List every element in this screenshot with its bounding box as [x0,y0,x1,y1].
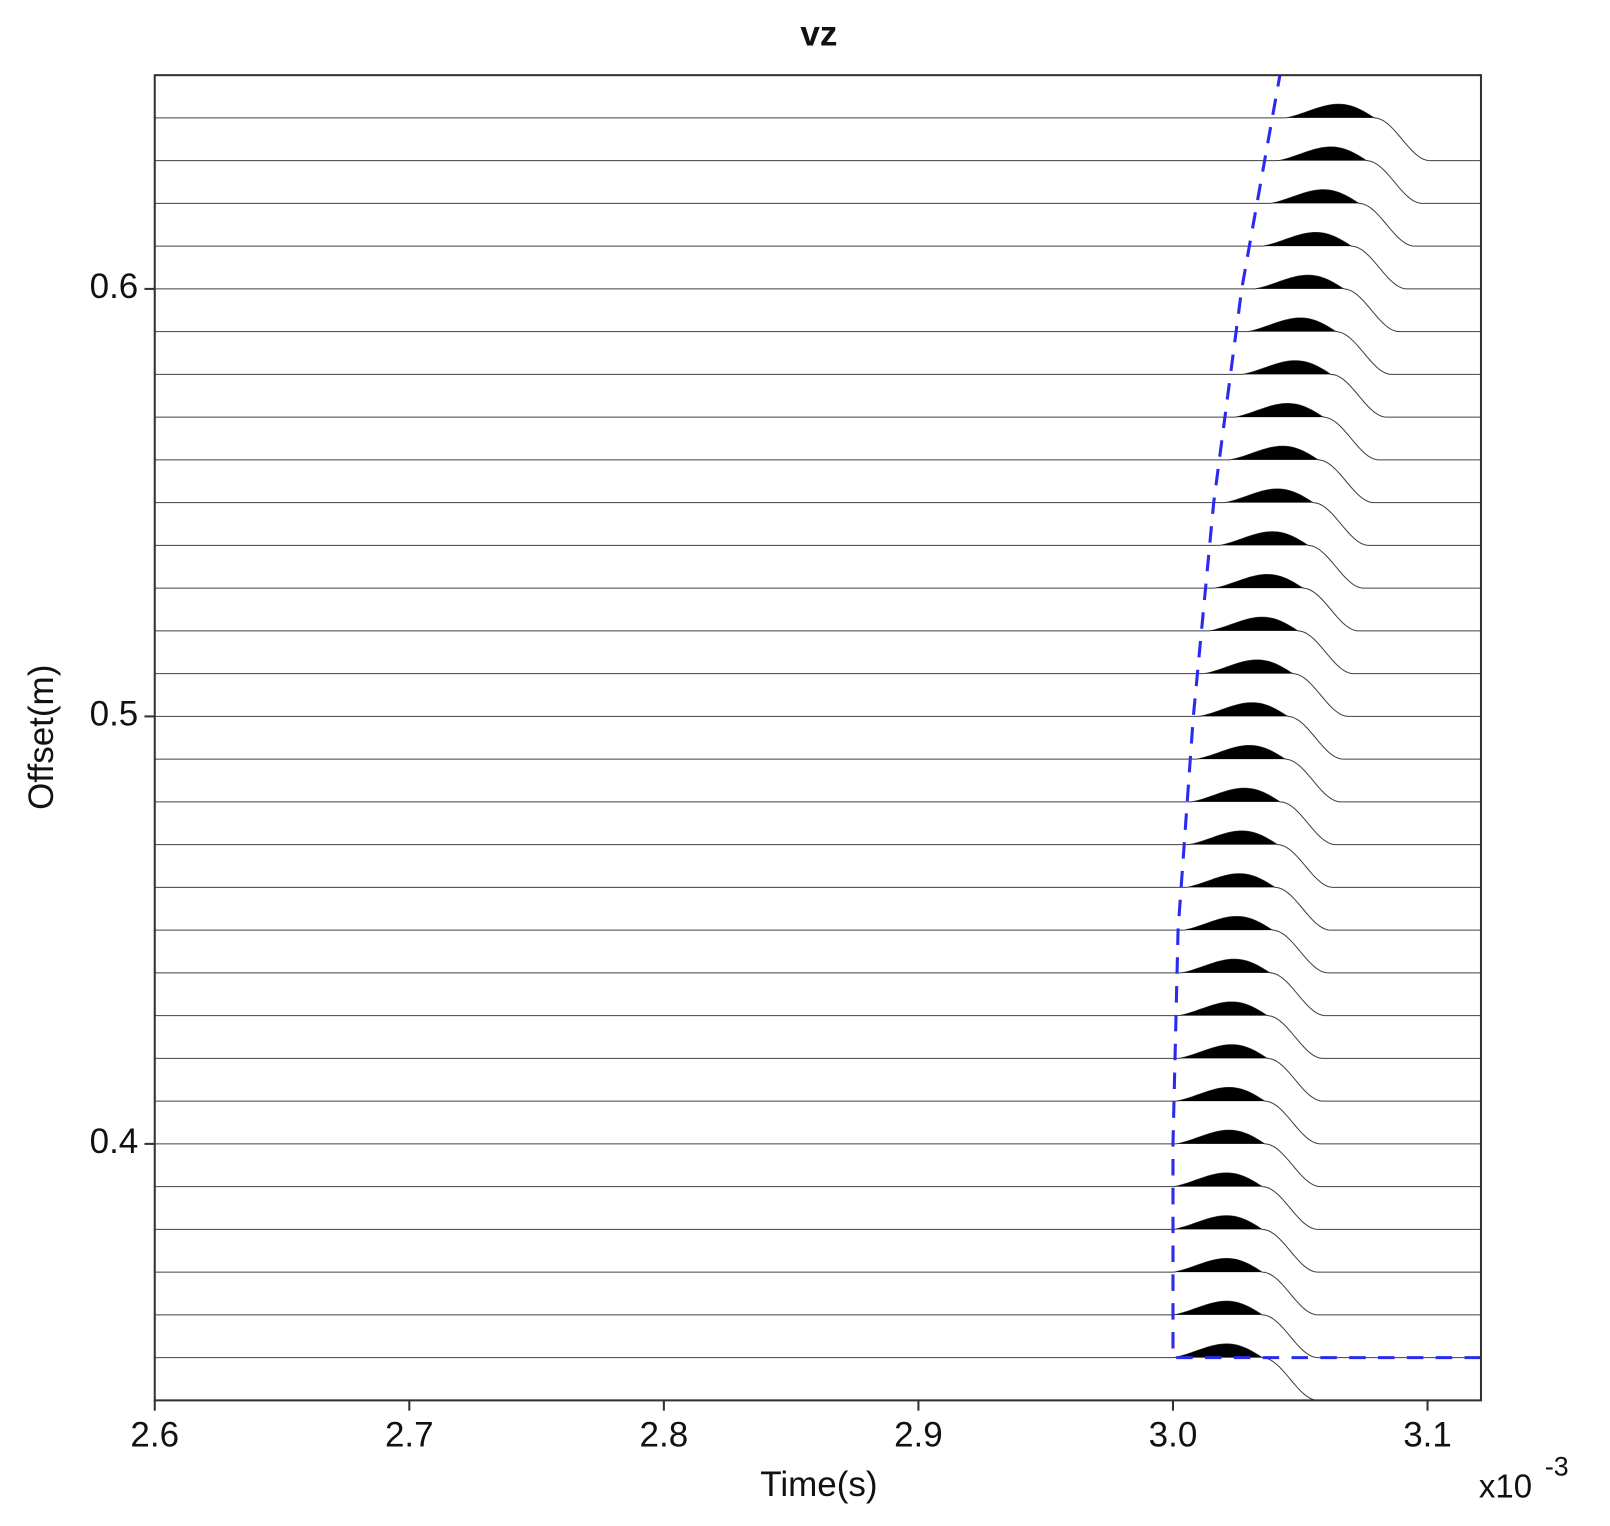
x-tick-label: 3.0 [1149,1416,1198,1455]
wiggle-trace [154,1215,1481,1273]
wiggle-trace [154,231,1481,290]
wiggle-trace [154,1129,1481,1188]
wiggle-fill [154,446,1481,460]
wiggle-trace [154,1086,1481,1145]
wiggle-trace [154,915,1481,974]
x-multiplier: x10 [1479,1468,1532,1505]
wiggle-trace [154,274,1481,333]
wiggle-trace [154,573,1481,632]
wiggle-trace [154,616,1481,675]
wiggle-trace [154,402,1481,461]
wiggle-fill [154,1087,1481,1102]
wiggle-trace [154,1044,1481,1102]
plot-area [154,75,1481,1401]
wiggle-trace [154,1257,1481,1316]
wiggle-trace [154,1300,1481,1359]
wiggle-trace [154,787,1481,846]
wiggle-fill [154,702,1481,717]
wiggle-trace [154,317,1481,375]
wiggle-trace [154,702,1481,760]
wiggle-fill [154,959,1481,973]
wiggle-fill [154,275,1481,289]
wiggle-trace [154,360,1481,418]
wiggle-trace [154,1001,1481,1059]
wiggle-fill [154,232,1481,247]
x-tick-label: 2.8 [640,1416,689,1455]
wiggle-trace [154,146,1481,204]
wiggle-fill [154,189,1481,204]
wiggle-trace [154,958,1481,1017]
chart-title: vz [800,14,837,53]
wiggle-trace [154,1172,1481,1230]
y-tick-label: 0.6 [90,267,139,306]
wiggle-fill [154,531,1481,546]
wiggle-fill [154,488,1481,503]
wiggle-fill [154,916,1481,931]
wiggle-fill [154,1001,1481,1016]
wiggle-fill [154,788,1481,802]
wiggle-fill [154,1343,1481,1358]
x-tick-label: 2.6 [130,1416,179,1455]
wiggle-trace [154,103,1481,162]
wiggle-trace [154,1343,1481,1401]
wiggle-trace [154,744,1481,803]
wiggle-fill [154,1044,1481,1059]
wiggle-fill [154,146,1481,161]
wiggle-trace [154,445,1481,504]
x-exponent: -3 [1545,1451,1569,1481]
y-tick-label: 0.5 [90,695,139,734]
wiggle-trace [154,189,1481,247]
wiggle-trace [154,488,1481,546]
x-tick-label: 2.9 [894,1416,943,1455]
wiggle-trace [154,830,1481,888]
pick-line [1171,75,1481,1360]
wiggle-fill [154,317,1481,332]
x-tick-label: 2.7 [385,1416,434,1455]
x-tick-label: 3.1 [1403,1416,1452,1455]
y-axis-label: Offset(m) [22,665,61,810]
wiggle-fill [154,1215,1481,1230]
wiggle-trace [154,531,1481,589]
wiggle-fill [154,1172,1481,1187]
x-axis-label: Time(s) [760,1465,877,1504]
wiggle-fill [154,830,1481,845]
wiggle-fill [154,1301,1481,1315]
wiggle-fill [154,617,1481,631]
wiggle-fill [154,1258,1481,1273]
y-tick-label: 0.4 [90,1122,139,1161]
wiggle-fill [154,1130,1481,1144]
wiggle-fill [154,104,1481,118]
wiggle-trace [154,659,1481,717]
wiggle-fill [154,403,1481,418]
wiggle-trace [154,873,1481,931]
wiggle-fill [154,873,1481,888]
plot-frame [153,74,1483,1402]
